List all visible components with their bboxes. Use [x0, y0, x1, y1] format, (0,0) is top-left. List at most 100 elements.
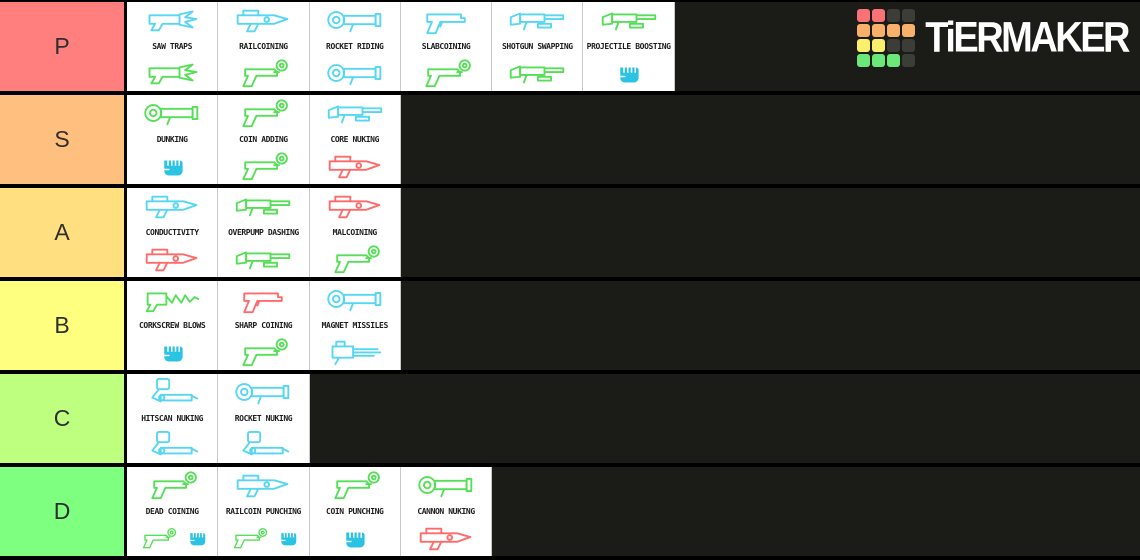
tier-item-label: DUNKING [156, 135, 188, 144]
item-top-images [415, 5, 477, 35]
tier-label-a: A [0, 188, 127, 277]
item-bottom-images [324, 244, 386, 274]
tier-row-s: S DUNKING COIN ADDING CORE NUKING [0, 95, 1140, 188]
tier-item-coin-adding[interactable]: COIN ADDING [218, 95, 310, 184]
item-top-images [506, 5, 568, 35]
item-bottom-images [232, 430, 294, 460]
tier-item-slabcoining[interactable]: SLABCOINING [400, 2, 493, 91]
tier-item-label: MAGNET MISSILES [321, 321, 389, 330]
item-top-images [324, 5, 386, 35]
tier-item-coin-punching[interactable]: COIN PUNCHING [309, 467, 401, 556]
item-bottom-images [159, 151, 186, 181]
logo-grid-square [902, 9, 916, 22]
attractor-nailgun-icon [324, 337, 386, 367]
tier-item-label: SHARP COINING [234, 321, 293, 330]
logo-grid-square [857, 24, 871, 37]
revolver-coin-icon [227, 527, 271, 549]
tier-row-items: HITSCAN NUKING ROCKET NUKING [127, 374, 310, 463]
item-top-images [598, 5, 660, 35]
fist-icon [159, 153, 186, 180]
revolver-icon [415, 5, 477, 35]
item-bottom-images [141, 244, 203, 274]
logo-grid-square [857, 9, 871, 22]
item-bottom-images [415, 523, 477, 553]
item-top-images [141, 284, 203, 314]
item-bottom-images [341, 523, 368, 553]
item-bottom-images [324, 58, 386, 88]
item-bottom-images [141, 430, 203, 460]
revolver-coin-icon [415, 58, 477, 88]
item-top-images [324, 191, 386, 221]
fist-icon [615, 60, 642, 87]
tier-item-projectile-boosting[interactable]: PROJECTILE BOOSTING [583, 2, 675, 91]
tier-item-label: PROJECTILE BOOSTING [586, 42, 671, 51]
logo-grid-square [887, 9, 901, 22]
item-top-images [232, 5, 294, 35]
item-bottom-images [136, 523, 208, 553]
logo-grid-square [872, 39, 886, 52]
item-bottom-images [232, 151, 294, 181]
shotgun-icon [506, 5, 568, 35]
revolver-icon [232, 284, 294, 314]
tier-letter: C [53, 405, 71, 431]
tier-item-rocket-riding[interactable]: ROCKET RIDING [309, 2, 401, 91]
shotgun-icon [598, 5, 660, 35]
tier-item-label: ROCKET NUKING [234, 414, 293, 423]
tier-item-railcoin-punching[interactable]: RAILCOIN PUNCHING [218, 467, 310, 556]
logo-grid-square [887, 24, 901, 37]
tier-item-dead-coining[interactable]: DEAD COINING [127, 467, 219, 556]
tier-item-railcoining[interactable]: RAILCOINING [218, 2, 310, 91]
tier-item-label: OVERPUMP DASHING [228, 228, 299, 237]
logo-grid-square [872, 9, 886, 22]
tier-item-sharp-coining[interactable]: SHARP COINING [218, 281, 310, 370]
railcannon-icon [415, 523, 477, 553]
tier-item-rocket-nuking[interactable]: ROCKET NUKING [218, 374, 310, 463]
tier-item-saw-traps[interactable]: SAW TRAPS [127, 2, 219, 91]
tier-row-a: A CONDUCTIVITY OVERPUMP DASHING MALCOINI… [0, 188, 1140, 281]
logo-grid-square [872, 24, 886, 37]
nuke-contraption-icon [232, 430, 294, 460]
tier-label-s: S [0, 95, 127, 184]
item-bottom-images [159, 337, 186, 367]
logo-grid-square [887, 54, 901, 67]
rocket-launcher-icon [232, 377, 294, 407]
tier-item-conductivity[interactable]: CONDUCTIVITY [127, 188, 219, 277]
nuke-contraption-icon [141, 377, 203, 407]
logo-grid-square [857, 39, 871, 52]
fist-icon [159, 339, 186, 366]
item-bottom-images [141, 58, 203, 88]
tier-item-overpump-dashing[interactable]: OVERPUMP DASHING [218, 188, 310, 277]
shotgun-icon [506, 58, 568, 88]
tier-item-label: COIN PUNCHING [326, 507, 384, 516]
item-top-images [141, 191, 203, 221]
tier-letter: D [53, 498, 71, 524]
tier-row-items: DEAD COINING RAILCOIN PUNCHING COIN PUNC… [127, 467, 493, 556]
tier-label-p: P [0, 2, 127, 91]
revolver-coin-icon [136, 527, 180, 549]
logo-grid-square [857, 54, 871, 67]
tier-item-label: SAW TRAPS [152, 42, 193, 51]
tier-item-hitscan-nuking[interactable]: HITSCAN NUKING [127, 374, 219, 463]
tier-item-label: MALCOINING [332, 228, 378, 237]
tier-item-corkscrew-blows[interactable]: CORKSCREW BLOWS [127, 281, 219, 370]
tier-item-malcoining[interactable]: MALCOINING [309, 188, 401, 277]
revolver-coin-icon [141, 470, 203, 500]
tier-item-shotgun-swapping[interactable]: SHOTGUN SWAPPING [492, 2, 584, 91]
tier-item-core-nuking[interactable]: CORE NUKING [309, 95, 401, 184]
railcannon-icon [232, 470, 294, 500]
tier-item-magnet-missiles[interactable]: MAGNET MISSILES [309, 281, 401, 370]
revolver-coin-icon [324, 244, 386, 274]
item-top-images [141, 470, 203, 500]
item-bottom-images [227, 523, 299, 553]
tier-letter: S [54, 126, 70, 152]
fist-icon [186, 527, 208, 549]
logo-grid-square [872, 54, 886, 67]
tier-item-label: RAILCOIN PUNCHING [225, 507, 301, 516]
logo-grid-square [902, 24, 916, 37]
rocket-launcher-icon [324, 5, 386, 35]
tiermaker-grid-icon [857, 9, 916, 67]
tier-item-dunking[interactable]: DUNKING [127, 95, 219, 184]
tier-letter: A [54, 219, 70, 245]
tier-item-cannon-nuking[interactable]: CANNON NUKING [400, 467, 493, 556]
